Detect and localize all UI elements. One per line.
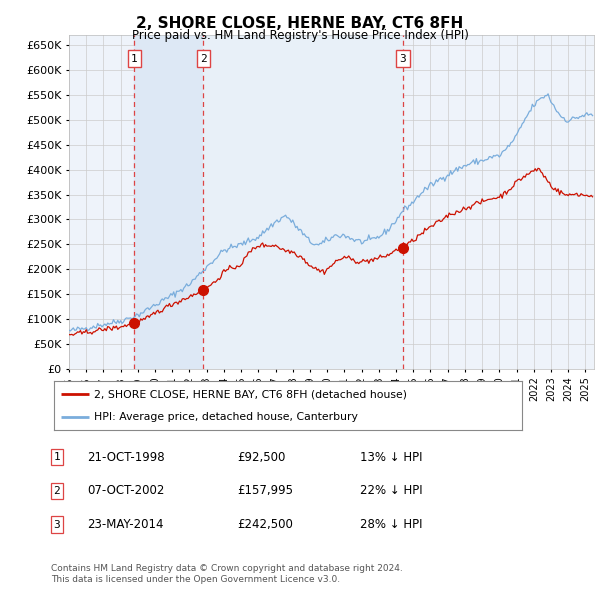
Text: 22% ↓ HPI: 22% ↓ HPI xyxy=(360,484,422,497)
Text: 1: 1 xyxy=(53,453,61,462)
Text: 21-OCT-1998: 21-OCT-1998 xyxy=(87,451,164,464)
Text: 3: 3 xyxy=(53,520,61,529)
Text: 2, SHORE CLOSE, HERNE BAY, CT6 8FH: 2, SHORE CLOSE, HERNE BAY, CT6 8FH xyxy=(136,16,464,31)
Text: This data is licensed under the Open Government Licence v3.0.: This data is licensed under the Open Gov… xyxy=(51,575,340,584)
Text: 07-OCT-2002: 07-OCT-2002 xyxy=(87,484,164,497)
Text: Price paid vs. HM Land Registry's House Price Index (HPI): Price paid vs. HM Land Registry's House … xyxy=(131,30,469,42)
Text: HPI: Average price, detached house, Canterbury: HPI: Average price, detached house, Cant… xyxy=(94,412,358,422)
Text: Contains HM Land Registry data © Crown copyright and database right 2024.: Contains HM Land Registry data © Crown c… xyxy=(51,565,403,573)
Bar xyxy=(203,35,403,369)
Text: 23-MAY-2014: 23-MAY-2014 xyxy=(87,518,163,531)
Text: 1: 1 xyxy=(131,54,138,64)
Text: 2: 2 xyxy=(53,486,61,496)
Text: 2, SHORE CLOSE, HERNE BAY, CT6 8FH (detached house): 2, SHORE CLOSE, HERNE BAY, CT6 8FH (deta… xyxy=(94,389,407,399)
Bar xyxy=(134,35,203,369)
Text: £157,995: £157,995 xyxy=(237,484,293,497)
Text: 28% ↓ HPI: 28% ↓ HPI xyxy=(360,518,422,531)
Text: £92,500: £92,500 xyxy=(237,451,286,464)
Text: 3: 3 xyxy=(400,54,406,64)
Text: £242,500: £242,500 xyxy=(237,518,293,531)
Text: 13% ↓ HPI: 13% ↓ HPI xyxy=(360,451,422,464)
Text: 2: 2 xyxy=(200,54,206,64)
